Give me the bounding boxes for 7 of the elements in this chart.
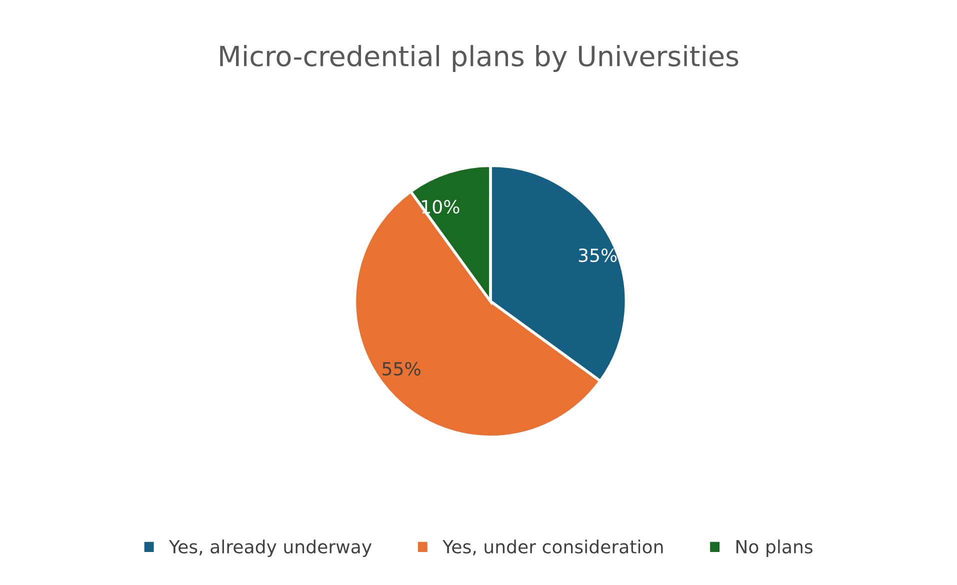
data-label: 10% [422, 200, 460, 214]
legend-label: Yes, already underway [168, 540, 372, 558]
data-label: 35% [578, 248, 617, 262]
legend-label: Yes, under consideration [442, 540, 663, 556]
legend-label: No plans [736, 540, 812, 558]
chart-title: Micro-credential plans by Universities [220, 45, 738, 72]
data-label: 55% [382, 362, 420, 376]
